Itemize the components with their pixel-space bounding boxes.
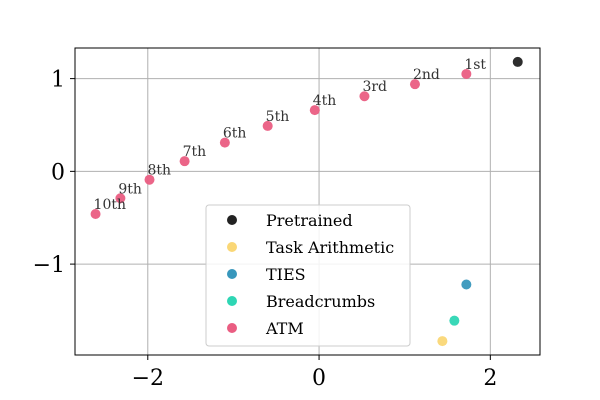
data-point-atm xyxy=(309,105,320,116)
legend-box xyxy=(205,204,411,347)
y-tick-label: −1 xyxy=(33,253,65,278)
point-label: 6th xyxy=(223,126,247,142)
data-point-task-arithmetic xyxy=(437,336,448,347)
legend-label: TIES xyxy=(266,265,306,284)
data-point-atm xyxy=(409,79,420,90)
point-label: 4th xyxy=(313,93,337,109)
point-label: 1st xyxy=(464,57,486,73)
y-tick-label: 1 xyxy=(51,68,65,93)
legend-label: ATM xyxy=(265,319,304,338)
data-point-atm xyxy=(144,174,155,185)
data-point-atm xyxy=(359,91,370,102)
x-tick-label: −2 xyxy=(132,366,164,391)
data-point-atm xyxy=(115,193,126,204)
data-point-ties xyxy=(461,279,472,290)
legend-label: Pretrained xyxy=(266,211,353,230)
point-label: 7th xyxy=(183,144,207,160)
x-tick-label: 2 xyxy=(483,366,497,391)
data-points xyxy=(90,56,523,347)
point-label: 3rd xyxy=(362,79,387,95)
axis-ticks: −2 0 2 1 0 −1 xyxy=(33,68,498,391)
point-label: 8th xyxy=(148,163,172,179)
point-label: 2nd xyxy=(413,67,440,83)
data-point-atm xyxy=(179,156,190,167)
legend-label: Breadcrumbs xyxy=(266,292,375,311)
data-point-atm xyxy=(90,209,101,220)
point-label: 9th xyxy=(118,181,142,197)
plot-frame xyxy=(74,47,541,356)
data-point-atm xyxy=(262,120,273,131)
legend-marker xyxy=(227,215,237,225)
legend-marker xyxy=(227,269,237,279)
data-point-atm xyxy=(461,68,472,79)
legend-marker xyxy=(227,323,237,333)
y-tick-label: 0 xyxy=(51,160,65,185)
legend-marker xyxy=(227,242,237,252)
legend-label: Task Arithmetic xyxy=(266,238,394,257)
point-label: 10th xyxy=(94,197,126,213)
point-label: 5th xyxy=(266,109,290,125)
data-point-atm xyxy=(219,137,230,148)
x-tick-label: 0 xyxy=(312,366,326,391)
legend-marker xyxy=(227,296,237,306)
legend: Pretrained Task Arithmetic TIES Breadcrumbs… xyxy=(205,204,411,347)
data-point-pretrained xyxy=(512,56,523,67)
data-point-breadcrumbs xyxy=(449,315,460,326)
